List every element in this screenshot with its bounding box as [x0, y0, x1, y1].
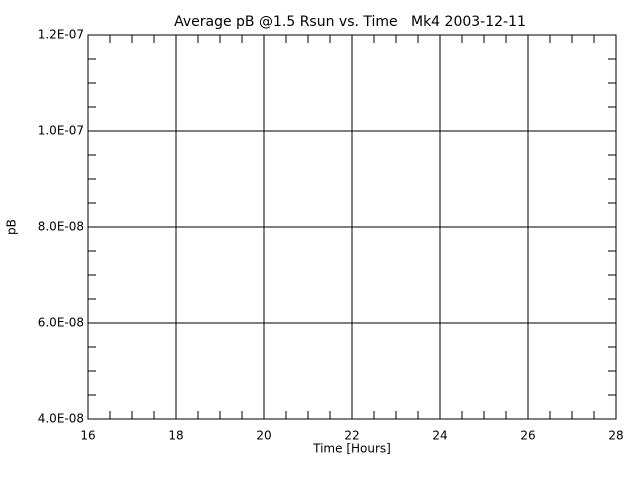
x-tick-label: 20: [256, 429, 271, 443]
y-tick-label: 8.0E-08: [38, 220, 84, 234]
x-axis-label: Time [Hours]: [312, 442, 391, 456]
x-tick-label: 28: [608, 429, 623, 443]
y-tick-label: 4.0E-08: [38, 412, 84, 426]
x-tick-label: 22: [344, 429, 359, 443]
y-tick-label: 6.0E-08: [38, 316, 84, 330]
x-tick-label: 18: [168, 429, 183, 443]
x-tick-label: 24: [432, 429, 447, 443]
chart-title: Average pB @1.5 Rsun vs. Time Mk4 2003-1…: [174, 14, 526, 30]
x-tick-label: 16: [80, 429, 95, 443]
y-axis-label: pB: [5, 219, 19, 235]
y-tick-label: 1.0E-07: [38, 124, 84, 138]
x-tick-label: 26: [520, 429, 535, 443]
y-tick-label: 1.2E-07: [38, 28, 84, 42]
